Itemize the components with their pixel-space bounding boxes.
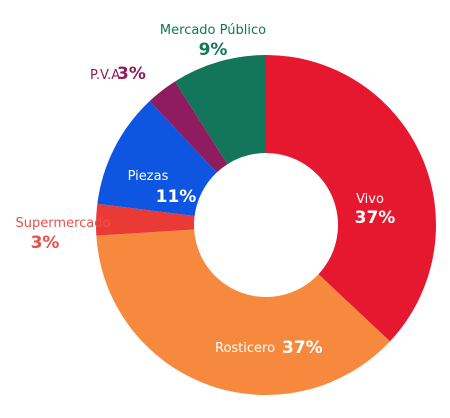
slice-piezas (97, 101, 217, 216)
slice-supermercado (95, 203, 195, 236)
slice-vivo (266, 55, 436, 342)
label-name-rosticero: Rosticero (215, 341, 275, 356)
label-name-mercado-p-blico: Mercado Público (160, 23, 266, 38)
label-value-p-v-a: 3% (117, 64, 146, 84)
label-value-supermercado: 3% (31, 233, 60, 253)
label-name-supermercado: Supermercado (16, 216, 111, 231)
slice-mercado-p-blico (174, 55, 266, 165)
label-name-p-v-a: P.V.A (90, 68, 120, 83)
label-value-mercado-p-blico: 9% (199, 40, 228, 60)
label-value-rosticero: 37% (282, 338, 323, 358)
label-value-piezas: 11% (156, 187, 197, 207)
label-value-vivo: 37% (355, 208, 396, 228)
label-name-vivo: Vivo (356, 192, 384, 207)
label-name-piezas: Piezas (128, 169, 169, 184)
slice-p-v-a (149, 81, 228, 173)
slice-rosticero (96, 229, 390, 395)
